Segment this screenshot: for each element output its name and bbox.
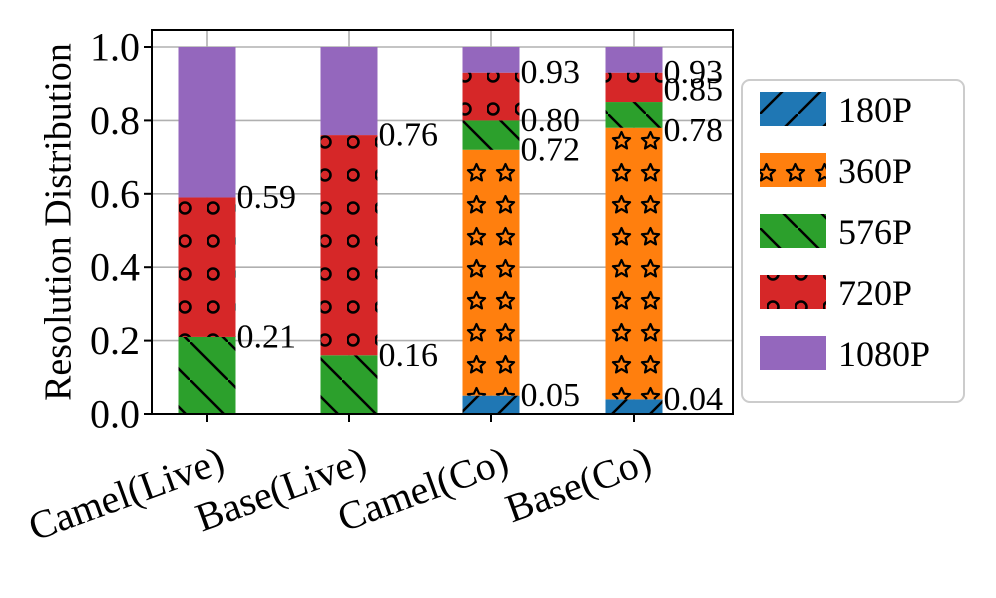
bar-base-live-1080p bbox=[320, 47, 378, 136]
legend-label-180p: 180P bbox=[838, 90, 912, 130]
y-axis-label: Resolution Distribution bbox=[38, 43, 80, 401]
data-label-camel-co-0-80: 0.80 bbox=[521, 102, 581, 139]
legend-label-1080p: 1080P bbox=[838, 334, 930, 374]
legend-label-360p: 360P bbox=[838, 151, 912, 191]
bar-camel-co-1080p bbox=[462, 47, 520, 73]
legend-swatch-hatch-720p bbox=[760, 275, 826, 309]
bar-hatch-base-live-720p bbox=[320, 135, 378, 356]
bar-hatch-base-co-576p bbox=[605, 102, 663, 128]
bar-hatch-camel-co-576p bbox=[462, 120, 520, 150]
legend-swatch-hatch-180p bbox=[760, 92, 826, 126]
bar-hatch-base-co-720p bbox=[605, 72, 663, 103]
y-tick-label-0-0: 0.0 bbox=[90, 392, 140, 437]
bar-camel-live-1080p bbox=[178, 47, 236, 198]
data-labels: 0.590.210.760.160.930.800.720.050.930.85… bbox=[237, 54, 724, 418]
bar-hatch-camel-live-720p bbox=[178, 197, 236, 337]
legend: 180P 360P 576P 720P 1080P bbox=[741, 79, 965, 403]
bar-hatch-camel-live-576p bbox=[178, 336, 236, 414]
y-tick-label-1-0: 1.0 bbox=[90, 25, 140, 70]
data-label-camel-live-0-59: 0.59 bbox=[237, 179, 297, 216]
data-label-base-live-0-16: 0.16 bbox=[379, 337, 439, 374]
legend-swatch-1080p bbox=[760, 336, 826, 370]
x-tick-label-base-co: Base(Co) bbox=[500, 437, 657, 531]
data-label-camel-co-0-93: 0.93 bbox=[521, 54, 581, 91]
y-tick-label-0-4: 0.4 bbox=[90, 245, 140, 290]
bar-hatch-camel-co-360p bbox=[462, 149, 520, 396]
bar-base-co-1080p bbox=[605, 47, 663, 73]
data-label-base-live-0-76: 0.76 bbox=[379, 117, 439, 154]
legend-label-720p: 720P bbox=[838, 273, 912, 313]
y-axis-ticks: 0.0 0.2 0.4 0.6 0.8 1.0 bbox=[90, 25, 152, 437]
data-label-base-co-0-78: 0.78 bbox=[664, 112, 724, 149]
axes-frame bbox=[151, 29, 734, 415]
plot-area-frame bbox=[151, 29, 734, 415]
y-tick-label-0-2: 0.2 bbox=[90, 318, 140, 363]
bar-hatch-base-co-360p bbox=[605, 127, 663, 400]
data-label-base-co-0-85: 0.85 bbox=[664, 72, 724, 109]
legend-label-576p: 576P bbox=[838, 212, 912, 252]
data-label-camel-co-0-05: 0.05 bbox=[521, 377, 581, 414]
y-tick-label-0-8: 0.8 bbox=[90, 98, 140, 143]
bars bbox=[178, 47, 663, 414]
data-label-base-co-0-04: 0.04 bbox=[664, 381, 724, 418]
bar-hatch-base-live-576p bbox=[320, 355, 378, 414]
bar-hatch-camel-co-180p bbox=[462, 395, 520, 414]
bar-hatch-camel-co-720p bbox=[462, 72, 520, 121]
legend-swatch-hatch-576p bbox=[760, 214, 826, 248]
legend-swatch-hatch-360p bbox=[760, 153, 826, 187]
bar-hatch-base-co-180p bbox=[605, 399, 663, 414]
data-label-base-co-0-93: 0.93 bbox=[664, 54, 724, 91]
data-label-camel-co-0-72: 0.72 bbox=[521, 131, 581, 168]
data-label-camel-live-0-21: 0.21 bbox=[237, 318, 297, 355]
y-tick-label-0-6: 0.6 bbox=[90, 171, 140, 216]
x-tick-label-camel-live: Camel(Live) bbox=[23, 437, 230, 549]
